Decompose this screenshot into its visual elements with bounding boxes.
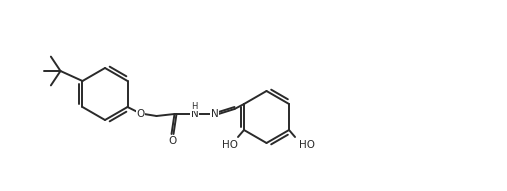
Text: HO: HO (222, 140, 238, 150)
Text: O: O (136, 109, 144, 119)
Text: N: N (210, 109, 219, 119)
Text: HO: HO (299, 140, 315, 150)
Text: O: O (168, 136, 176, 146)
Text: H: H (191, 101, 198, 111)
Text: N: N (191, 109, 198, 119)
